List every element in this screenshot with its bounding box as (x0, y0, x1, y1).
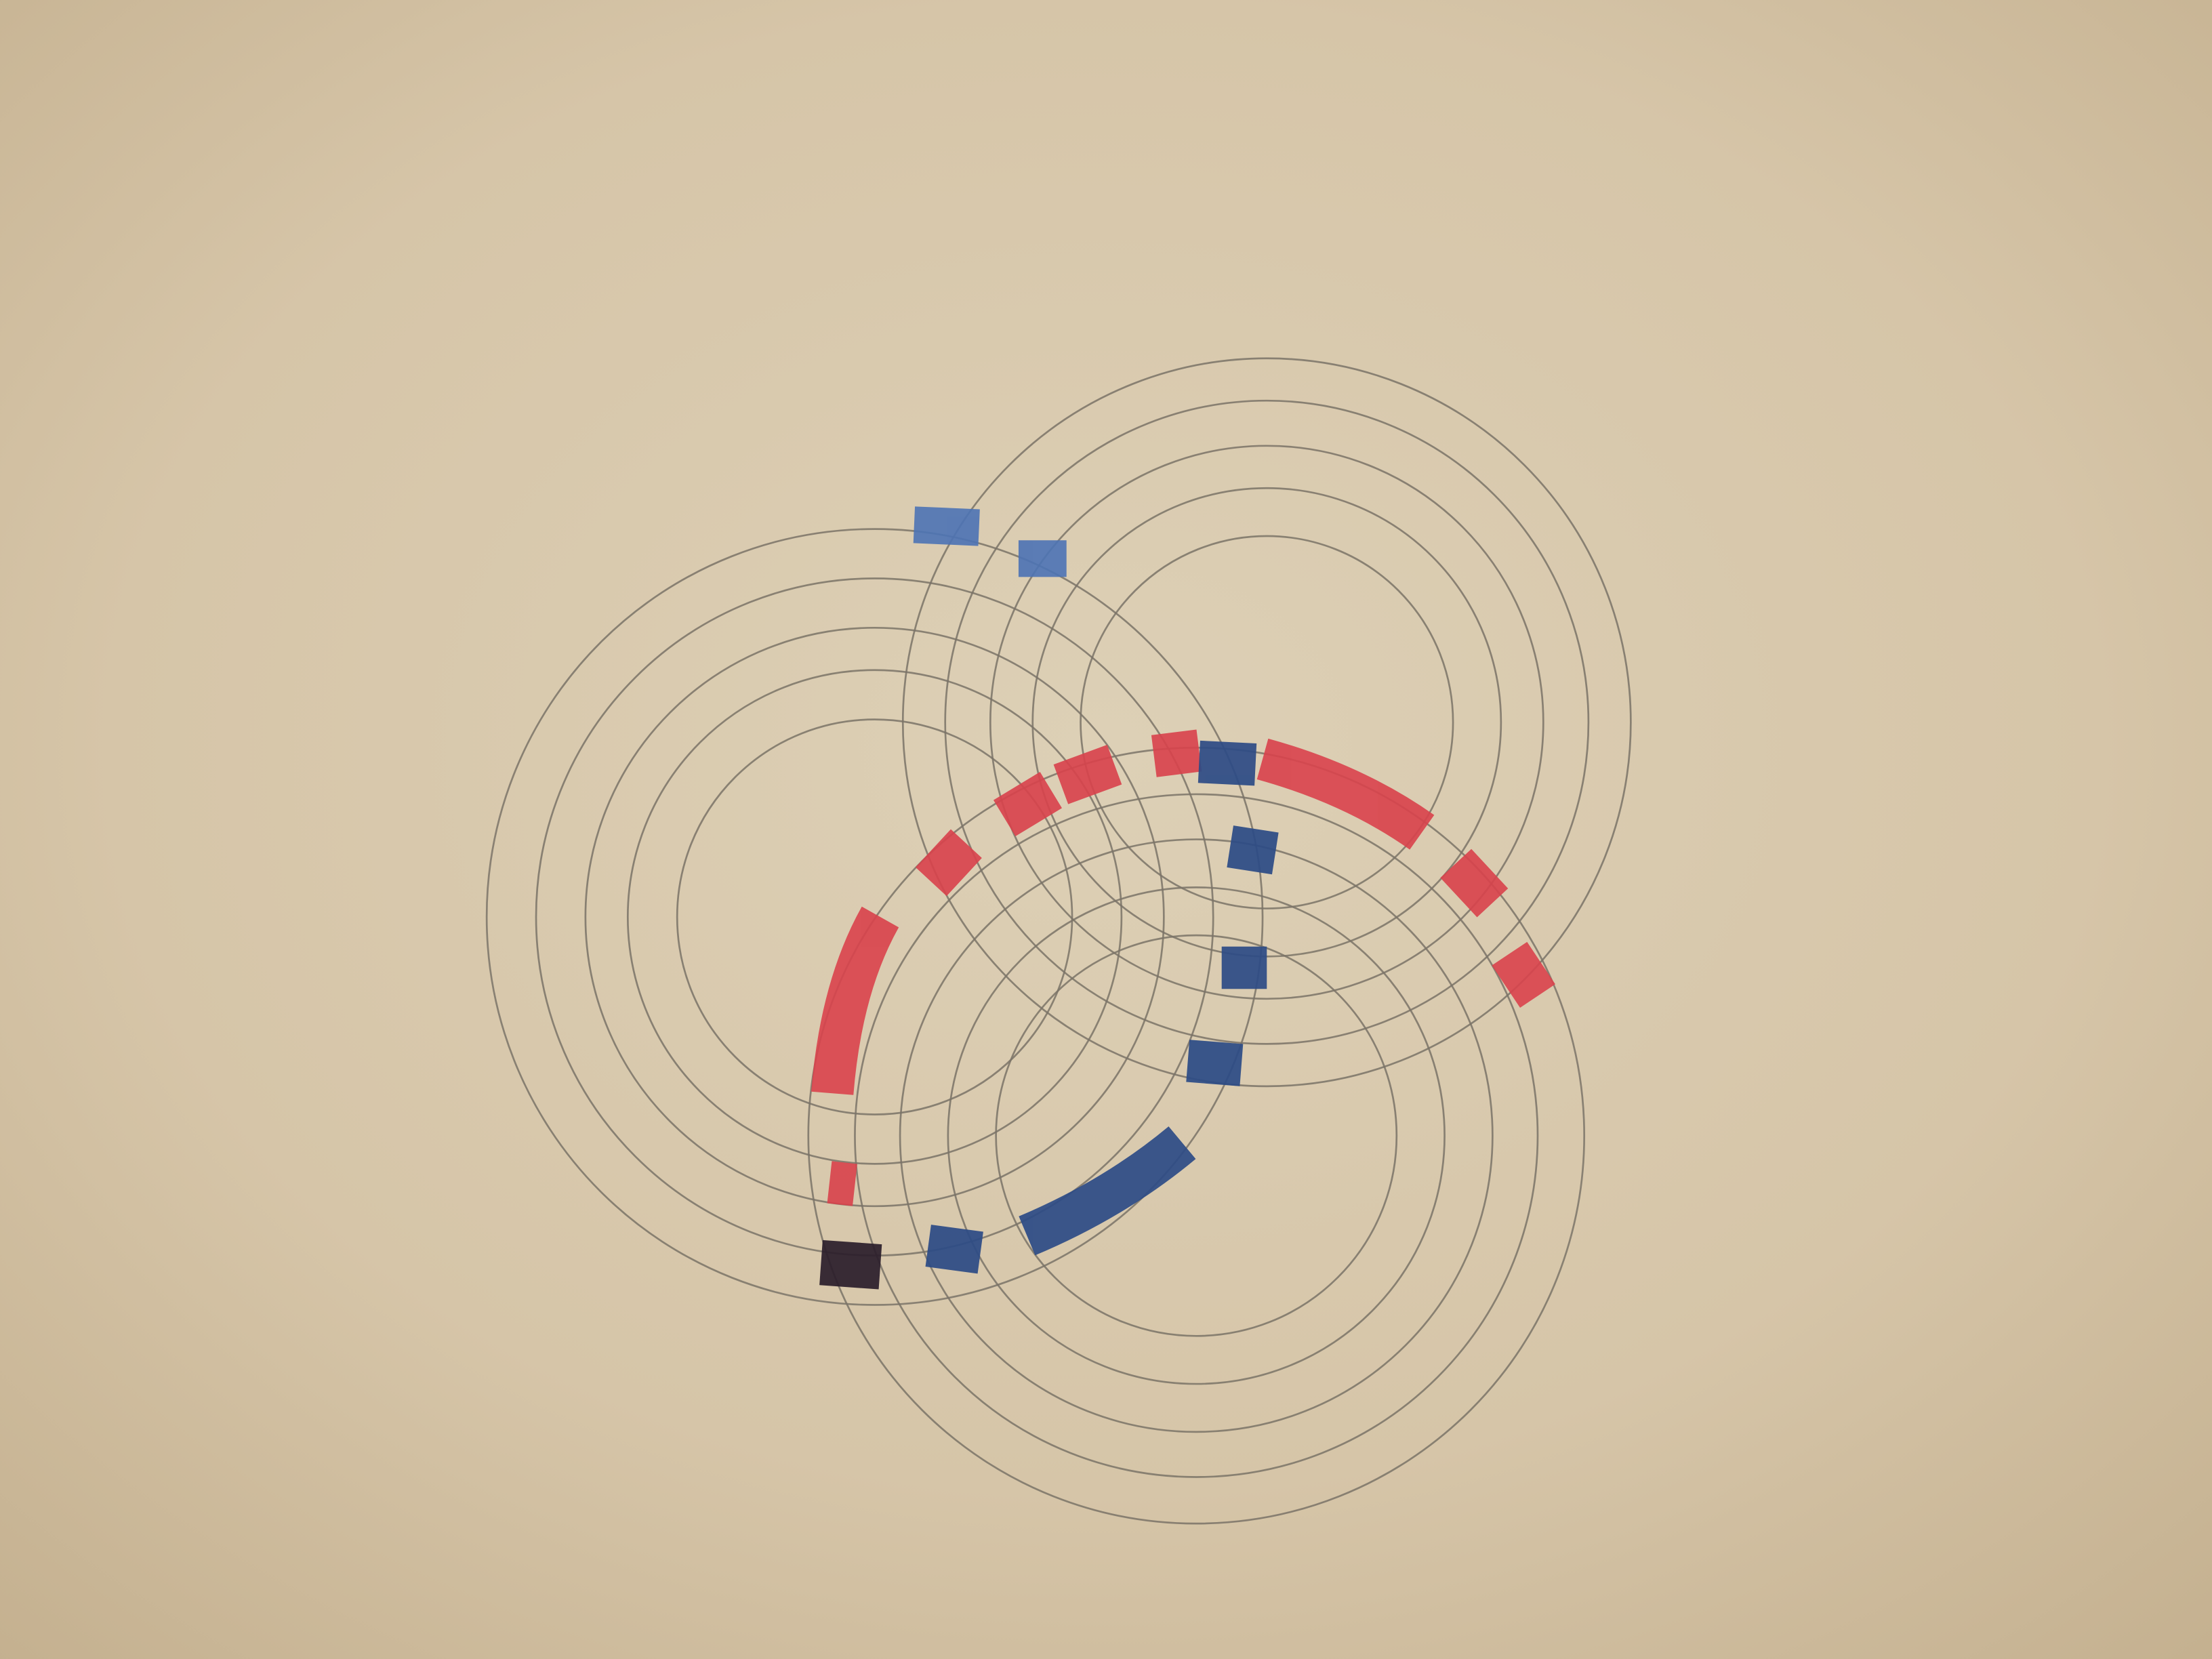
red-segment (827, 1161, 857, 1206)
pencil-circle (676, 718, 1073, 1115)
blue-segment (925, 1225, 983, 1274)
pencil-circle (485, 528, 1264, 1306)
red-segment (1053, 744, 1122, 804)
pencil-circle (584, 626, 1165, 1208)
blue-crayon-marks-light (913, 506, 1067, 577)
red-crayon-arc (811, 729, 1555, 1206)
pencil-circle (899, 838, 1494, 1433)
blue-segment (1186, 1040, 1244, 1086)
red-segment (993, 772, 1063, 837)
red-segment (1151, 729, 1202, 777)
pencil-circle (944, 399, 1590, 1045)
circle-group-lower (807, 746, 1586, 1525)
dark-crayon-mark (819, 1240, 882, 1290)
dark-segment (819, 1240, 882, 1290)
pencil-circle (626, 669, 1123, 1165)
red-segment (811, 906, 899, 1095)
pencil-circle (989, 445, 1544, 1000)
blue-segment (1227, 825, 1279, 875)
red-segment (1492, 941, 1555, 1008)
blue-segment (913, 506, 980, 546)
pencil-circle (1080, 535, 1454, 909)
pencil-circle (995, 934, 1398, 1337)
red-segment (1256, 738, 1435, 850)
pencil-circle (854, 793, 1539, 1478)
blue-segment (1019, 1126, 1196, 1256)
red-segment (915, 829, 982, 897)
red-segment (1440, 848, 1509, 918)
blue-crayon-marks (925, 740, 1279, 1274)
pencil-circle (901, 357, 1632, 1088)
blue-segment (1197, 740, 1257, 786)
pencil-circle (947, 886, 1446, 1385)
